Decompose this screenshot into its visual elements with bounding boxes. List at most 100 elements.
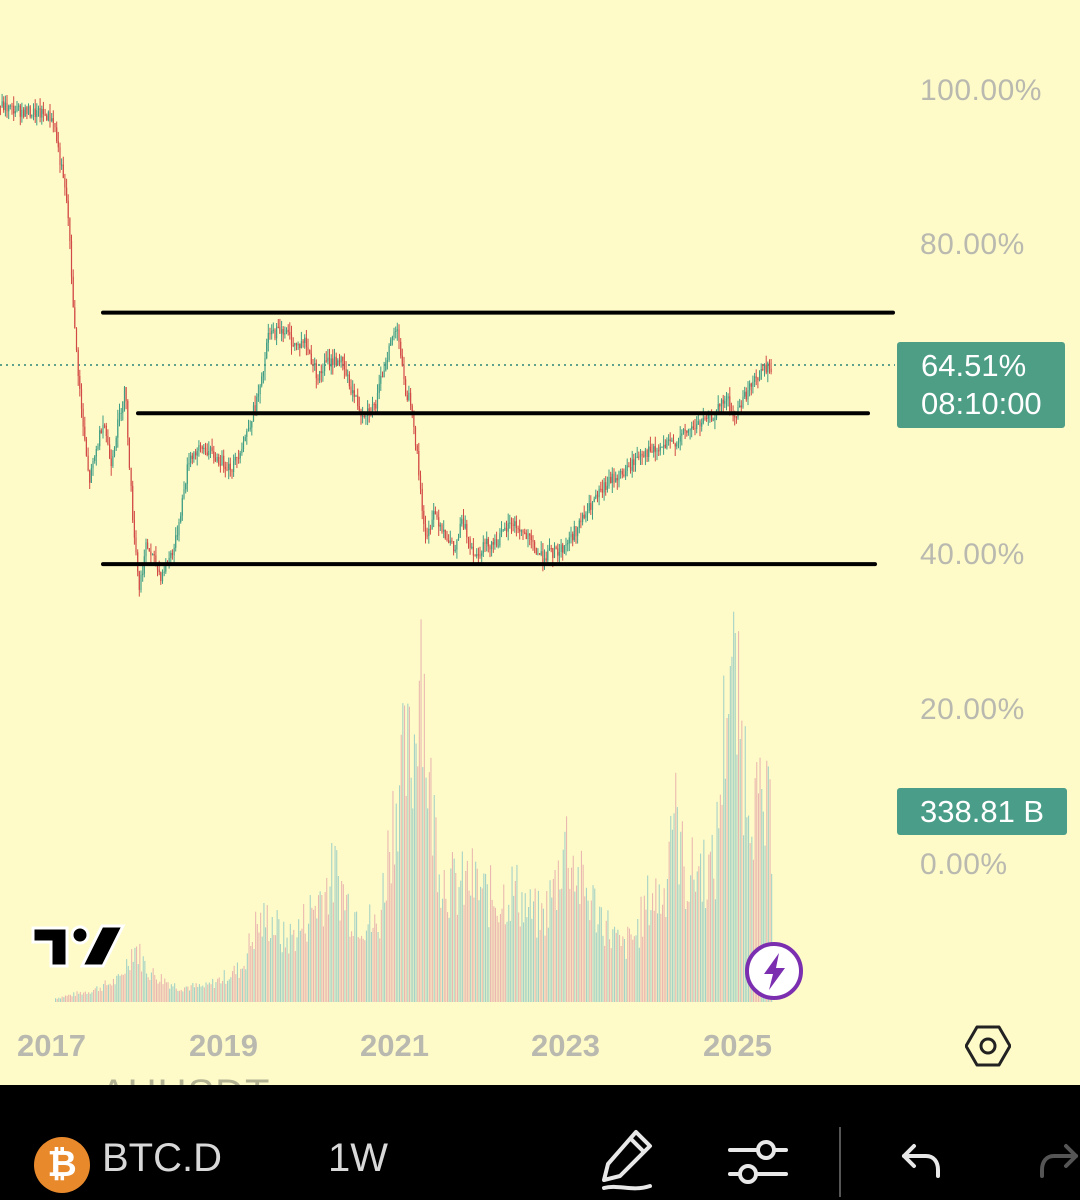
candle [500,521,503,538]
x-tick-label: 2023 [531,1028,600,1063]
candle [274,328,276,341]
volume-bar [155,979,157,1002]
volume-bar [604,945,606,1002]
volume-bar [752,859,754,1002]
candle [454,544,456,553]
symbol-label[interactable]: BTC.D [102,1136,222,1180]
volume-bar [511,866,513,1002]
volume-bar [569,888,571,1002]
volume-bar [595,932,597,1002]
volume-bar [738,631,740,1002]
candle [59,142,61,173]
y-tick-label: 40.00% [920,538,1025,571]
candle [747,381,749,406]
candle [669,432,671,449]
candle [221,450,223,466]
candle [44,108,46,117]
volume-bar [571,867,573,1002]
volume-bar [539,929,541,1002]
candle [542,543,544,572]
candle [244,434,246,442]
sliders-icon[interactable] [726,1132,790,1192]
x-tick-label: 2019 [189,1028,258,1063]
candle [376,384,379,413]
candle [350,379,352,396]
volume-bar [630,934,632,1002]
candle [636,446,638,459]
undo-icon[interactable] [898,1140,946,1180]
candle [534,540,536,554]
candle [327,349,329,365]
volume-bar [301,928,303,1002]
volume-bar [213,988,215,1002]
candle [591,501,594,520]
candle [233,454,235,477]
candle [385,357,387,372]
btc-coin-icon[interactable]: ₿ [34,1137,90,1193]
volume-bar [637,919,639,1002]
volume-bar [399,785,401,1002]
candle [85,436,87,457]
candle [180,512,182,524]
candle [530,529,532,549]
candle [173,543,175,564]
volume-bar [668,841,670,1002]
candle [567,539,569,552]
volume-bar [506,921,508,1002]
candle [1,93,3,108]
candle [661,446,663,448]
volume-bar [91,992,93,1002]
candle [496,531,498,548]
volume-bar [647,875,649,1002]
candle [219,455,221,473]
candle [290,325,293,355]
volume-bar [676,807,678,1002]
volume-bar [131,949,133,1002]
candle [294,342,296,351]
volume-bar [220,983,222,1002]
candle [529,533,531,546]
candle [453,541,455,556]
candle [191,452,193,465]
candle [186,457,188,492]
volume-bar [357,937,359,1002]
candle [510,517,513,534]
candle [226,462,228,472]
candle [631,450,633,478]
candle [638,451,640,461]
interval-button[interactable]: 1W [328,1136,388,1180]
candle [580,512,582,529]
volume-bar [349,936,351,1002]
candle [727,393,729,407]
redo-icon[interactable] [1036,1140,1080,1180]
volume-bar [382,872,384,1002]
volume-bar [124,973,126,1002]
volume-bar [597,924,599,1002]
volume-bar [633,936,635,1002]
volume-bar [129,970,131,1002]
volume-bar [542,908,544,1002]
candle [482,535,484,557]
candle [130,467,132,492]
price-chart[interactable] [0,0,1080,1085]
volume-bar [179,990,181,1002]
candle [160,571,162,585]
candle [575,526,577,544]
volume-bar [709,851,711,1002]
volume-bar [238,977,240,1002]
volume-bar [625,958,627,1002]
settings-hexagon-icon[interactable] [965,1023,1011,1069]
candle [537,548,539,556]
lightning-icon[interactable] [744,941,804,1001]
candle [469,536,471,555]
volume-bar [708,854,710,1002]
volume-bar [458,887,460,1002]
volume-bar [208,982,210,1002]
pencil-icon[interactable] [598,1126,658,1196]
volume-bar [164,978,166,1002]
candle [679,426,681,451]
volume-bar [162,984,164,1002]
candle [193,451,195,463]
volume-bar [243,965,245,1002]
candle [66,178,68,204]
